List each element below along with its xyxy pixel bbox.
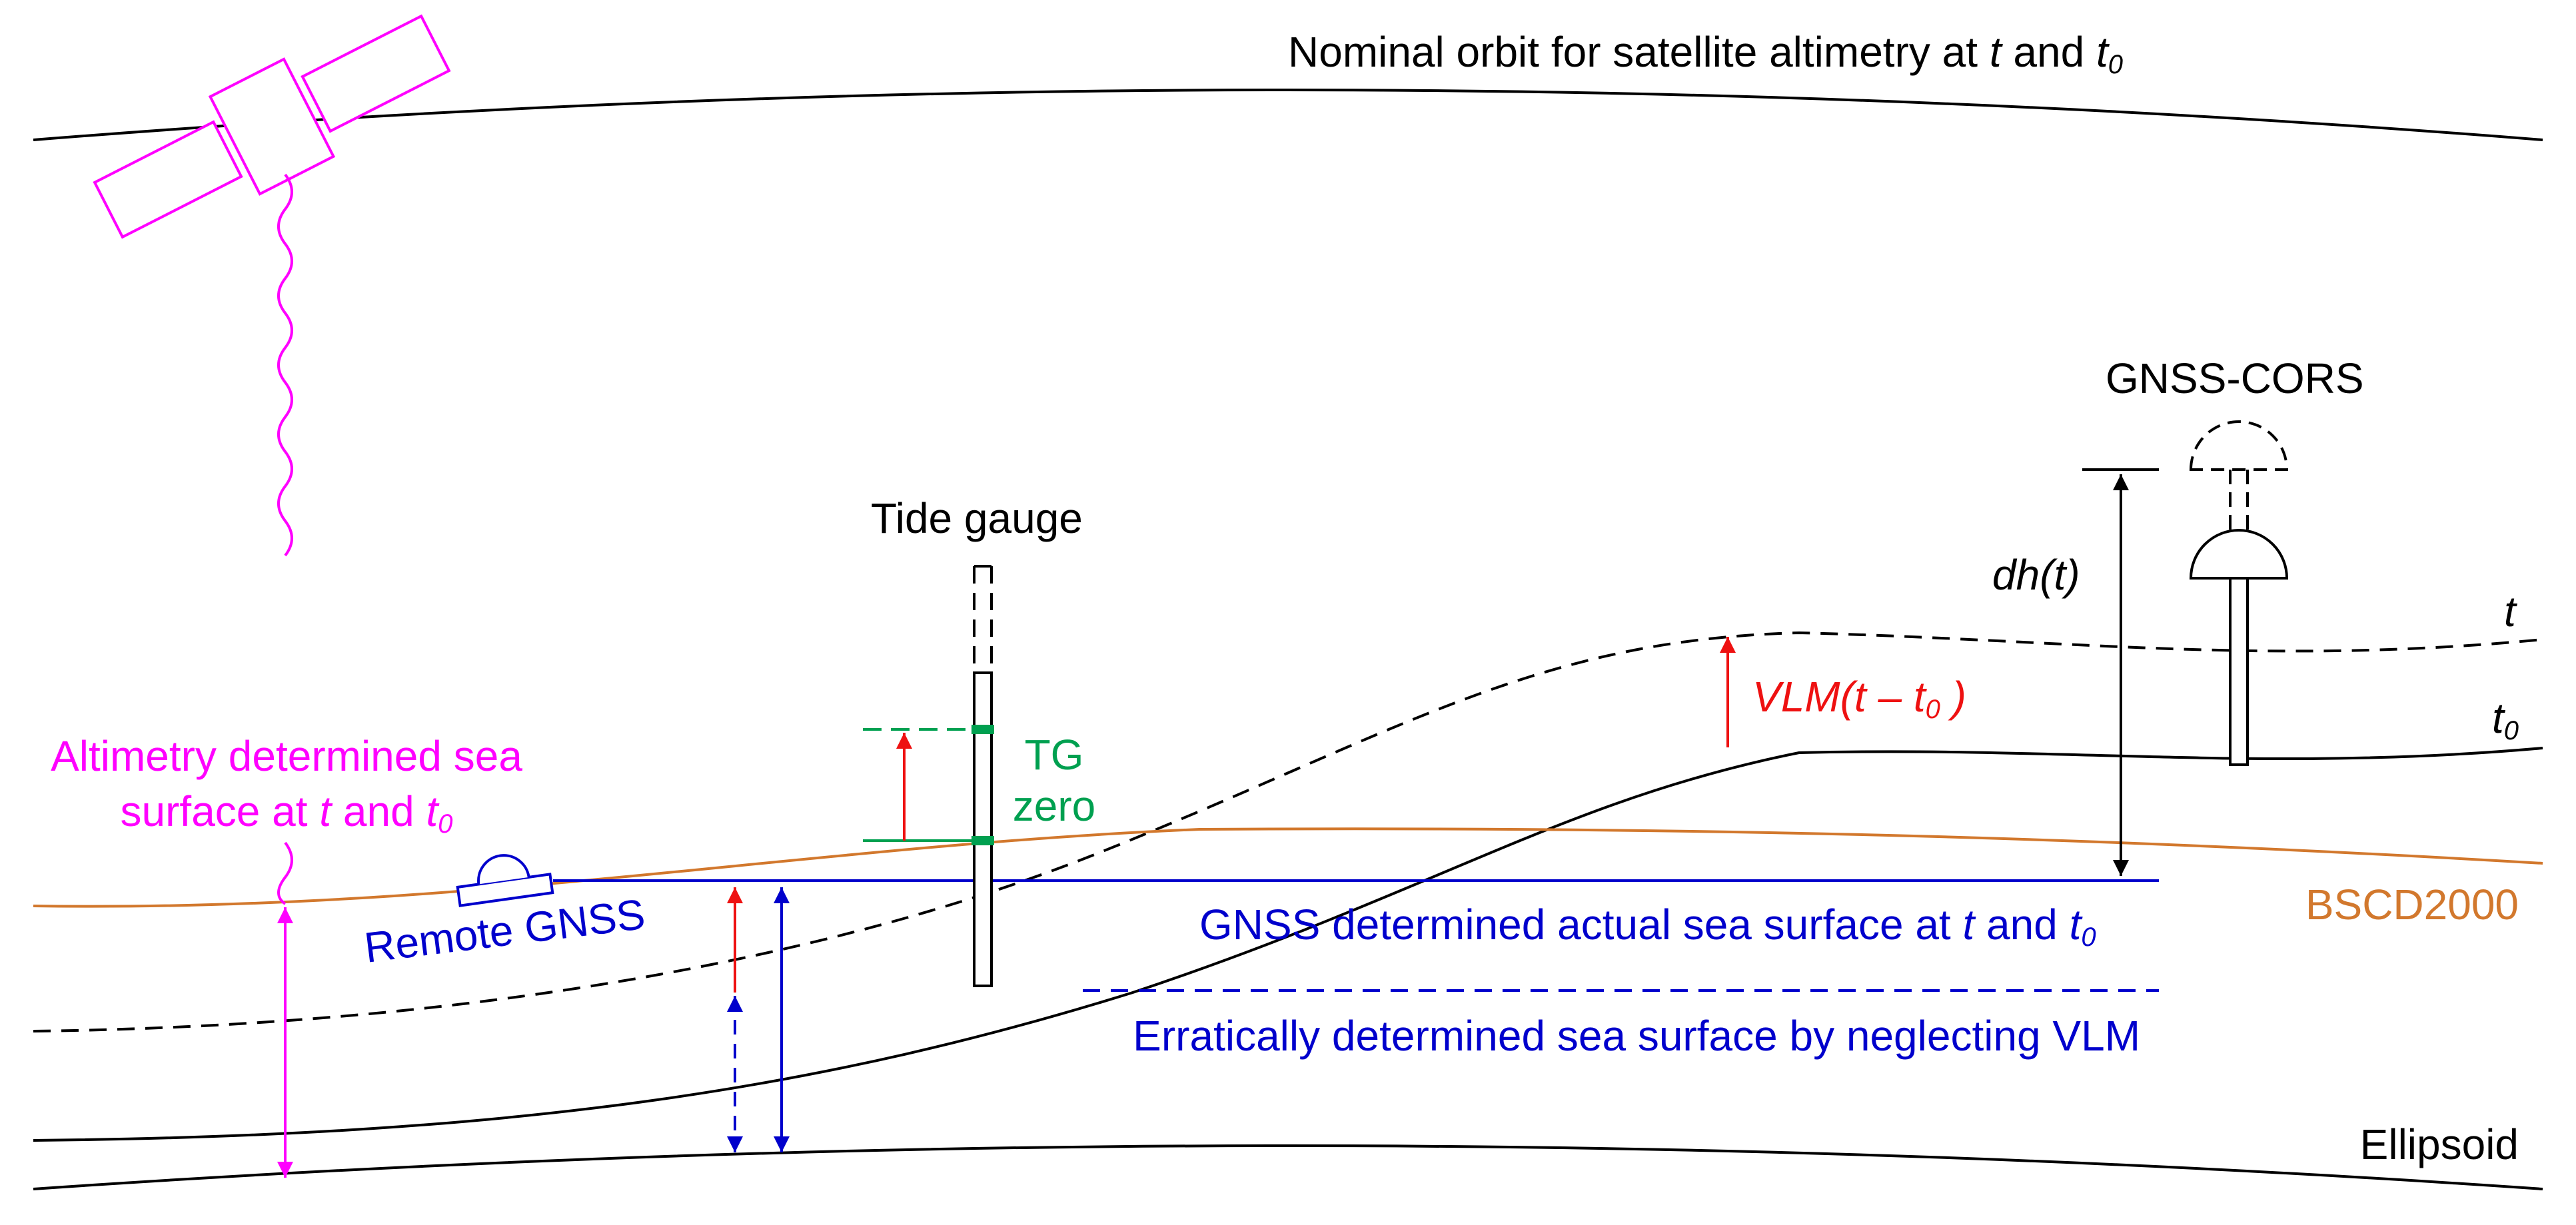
curve-t0-label: t0 [2492,694,2519,745]
tide-gauge-icon [973,565,993,987]
orbit-label: Nominal orbit for satellite altimetry at… [1288,28,2123,79]
gnss-surface-label: GNSS determined actual sea surface at t … [1199,901,2096,952]
bscd2000-label: BSCD2000 [2305,881,2519,929]
curve-t-label: t [2504,588,2517,635]
bscd2000-curve [33,827,2543,908]
vlm-label: VLM(t – t0 ) [1752,673,1966,724]
remote-gnss-label: Remote GNSS [362,890,648,972]
dh-label: dh(t) [1992,551,2080,599]
remote-gnss-icon [456,854,554,907]
tide-gauge-label: Tide gauge [871,494,1083,542]
tg-zero-label-line1: TG [1025,731,1084,779]
erratic-surface-label: Erratically determined sea surface by ne… [1133,1012,2140,1060]
altimetry-label-line1: Altimetry determined sea [51,732,522,780]
orbit-curve [33,89,2543,141]
curve-t [33,631,2543,1032]
tg-zero-label-line2: zero [1013,782,1096,830]
satellite-icon [93,14,451,239]
altimetry-signal-lower [277,841,293,905]
gnss-cors-label: GNSS-CORS [2106,354,2364,402]
ellipsoid-curve [33,1144,2543,1190]
altimetry-label-line2: surface at t and t0 [121,787,453,839]
ellipsoid-label: Ellipsoid [2360,1120,2519,1168]
altimetry-signal [277,173,293,557]
gnss-cors-icon [2189,420,2289,766]
